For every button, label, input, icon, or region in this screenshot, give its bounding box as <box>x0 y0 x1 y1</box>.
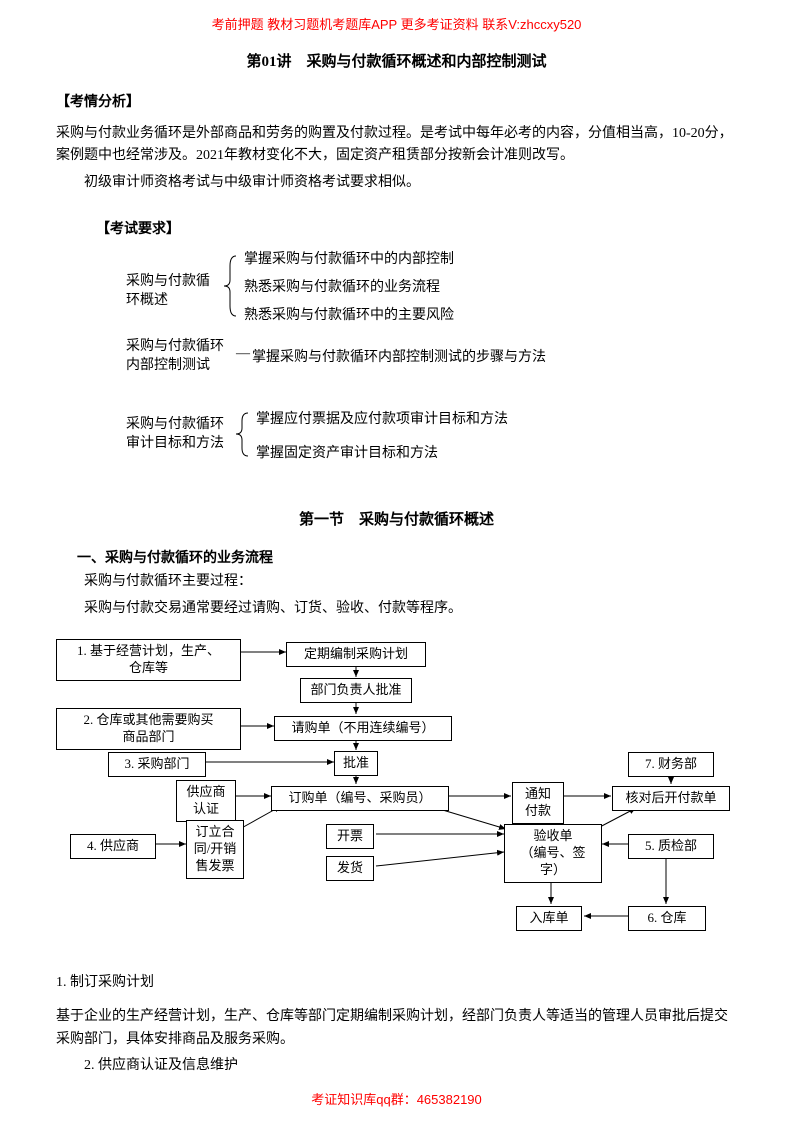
flow-b16: 发货 <box>326 856 374 881</box>
req-g2-i1: 掌握采购与付款循环内部控制测试的步骤与方法 <box>252 346 546 366</box>
footer-watermark: 考证知识库qq群：465382190 <box>0 1089 793 1108</box>
flow-b6: 3. 采购部门 <box>108 752 206 777</box>
flow-b20: 6. 仓库 <box>628 906 706 931</box>
flow-b15: 开票 <box>326 824 374 849</box>
flow-b3: 部门负责人批准 <box>300 678 412 703</box>
flow-b12: 核对后开付款单 <box>612 786 730 811</box>
flow-b19: 入库单 <box>516 906 582 931</box>
req-g3-i2: 掌握固定资产审计目标和方法 <box>256 442 438 462</box>
req-g1-left: 采购与付款循环概述 <box>126 273 210 311</box>
bottom-h1: 1. 制订采购计划 <box>56 972 737 994</box>
bottom-p1: 基于企业的生产经营计划，生产、仓库等部门定期编制采购计划，经部门负责人等适当的管… <box>56 1006 737 1051</box>
flow-b17: 验收单（编号、签字） <box>504 824 602 883</box>
req-g1-i3: 熟悉采购与付款循环中的主要风险 <box>244 304 454 324</box>
req-g2-left: 采购与付款循环内部控制测试 <box>126 338 224 376</box>
flow-b2: 定期编制采购计划 <box>286 642 426 667</box>
bottom-h2: 2. 供应商认证及信息维护 <box>56 1055 737 1077</box>
requirements-block: 【考试要求】 采购与付款循环概述 掌握采购与付款循环中的内部控制 熟悉采购与付款… <box>86 218 737 478</box>
req-g1-i2: 熟悉采购与付款循环的业务流程 <box>244 276 440 296</box>
page-content: 第01讲 采购与付款循环概述和内部控制测试 【考情分析】 采购与付款业务循环是外… <box>0 0 793 1122</box>
req-g3-left: 采购与付款循环审计目标和方法 <box>126 416 224 454</box>
flow-b11: 7. 财务部 <box>628 752 714 777</box>
flowchart: 1. 基于经营计划，生产、仓库等 定期编制采购计划 部门负责人批准 2. 仓库或… <box>56 634 736 954</box>
flow-b1: 1. 基于经营计划，生产、仓库等 <box>56 639 241 681</box>
analysis-p2: 初级审计师资格考试与中级审计师资格考试要求相似。 <box>56 172 737 194</box>
analysis-label: 【考情分析】 <box>56 91 737 111</box>
flow-b4: 2. 仓库或其他需要购买商品部门 <box>56 708 241 750</box>
requirements-label: 【考试要求】 <box>96 218 180 238</box>
section1-p1: 采购与付款循环主要过程： <box>56 571 737 593</box>
req-g3-i1: 掌握应付票据及应付款项审计目标和方法 <box>256 408 508 428</box>
req-g1-i1: 掌握采购与付款循环中的内部控制 <box>244 248 454 268</box>
flow-b14: 订立合同/开销售发票 <box>186 820 244 879</box>
req-g2-dash: — <box>236 346 250 362</box>
section1-title: 第一节 采购与付款循环概述 <box>56 508 737 529</box>
section1-h3: 一、采购与付款循环的业务流程 <box>56 547 737 567</box>
analysis-p1: 采购与付款业务循环是外部商品和劳务的购置及付款过程。是考试中每年必考的内容，分值… <box>56 123 737 168</box>
flow-b7: 批准 <box>334 751 378 776</box>
lecture-title: 第01讲 采购与付款循环概述和内部控制测试 <box>56 50 737 71</box>
flow-b18: 5. 质检部 <box>628 834 714 859</box>
flow-b13: 4. 供应商 <box>70 834 156 859</box>
flow-b10: 通知付款 <box>512 782 564 824</box>
flow-b9: 订购单（编号、采购员） <box>271 786 449 811</box>
flow-b5: 请购单（不用连续编号） <box>274 716 452 741</box>
flow-b8: 供应商认证 <box>176 780 236 822</box>
section1-p2: 采购与付款交易通常要经过请购、订货、验收、付款等程序。 <box>56 598 737 620</box>
header-watermark: 考前押题 教材习题机考题库APP 更多考证资料 联系V:zhccxy520 <box>0 14 793 33</box>
